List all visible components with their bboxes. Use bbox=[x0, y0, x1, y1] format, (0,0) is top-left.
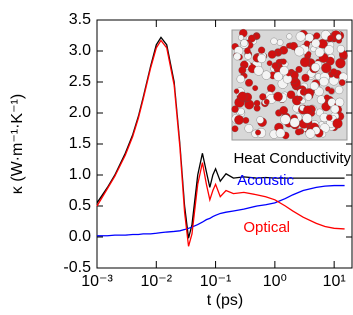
y-tick-label: 2.0 bbox=[69, 104, 91, 121]
inset-atom bbox=[254, 66, 263, 75]
y-tick-label: 3.5 bbox=[69, 11, 91, 28]
inset-atom bbox=[245, 124, 253, 132]
inset-atom bbox=[311, 63, 319, 71]
inset-atom bbox=[290, 118, 300, 128]
inset-atom bbox=[306, 51, 311, 56]
x-tick-label: 10⁰ bbox=[263, 273, 287, 290]
inset-atom bbox=[333, 119, 343, 129]
inset-atom bbox=[257, 116, 264, 123]
x-tick-label: 10⁻¹ bbox=[200, 273, 232, 290]
x-tick-label: 10⁻² bbox=[140, 273, 172, 290]
series-label: Acoustic bbox=[237, 172, 294, 189]
y-tick-label: 0.5 bbox=[69, 197, 91, 214]
inset-atom bbox=[303, 106, 312, 115]
inset-atom bbox=[321, 63, 331, 73]
inset-atom bbox=[297, 96, 302, 101]
inset-atom bbox=[277, 39, 283, 45]
inset-atom bbox=[241, 39, 248, 46]
inset-atom bbox=[259, 93, 266, 100]
y-axis-label: κ (W·m⁻¹·K⁻¹) bbox=[9, 94, 26, 194]
inset-atom bbox=[326, 115, 332, 121]
inset-atom bbox=[272, 62, 279, 69]
inset-atom bbox=[254, 100, 260, 106]
inset-atom bbox=[315, 48, 324, 57]
inset-atom bbox=[238, 92, 247, 101]
inset-atom bbox=[335, 58, 345, 68]
inset-atom bbox=[327, 35, 333, 41]
inset-atom bbox=[255, 130, 260, 135]
inset-atom bbox=[267, 84, 275, 92]
inset-atom bbox=[325, 86, 330, 91]
inset-atom bbox=[252, 85, 258, 91]
inset-atom bbox=[280, 115, 290, 125]
inset-atom bbox=[287, 91, 295, 99]
inset-image bbox=[232, 29, 348, 140]
inset-atom bbox=[330, 68, 337, 75]
inset-atom bbox=[276, 129, 285, 138]
inset-atom bbox=[287, 34, 293, 40]
x-axis-label: t (ps) bbox=[207, 292, 243, 309]
inset-atom bbox=[319, 77, 328, 86]
inset-atom bbox=[296, 32, 305, 41]
inset-atom bbox=[337, 45, 345, 53]
page: {"chart_data": { "type": "line", "xlabel… bbox=[0, 0, 353, 315]
inset-atom bbox=[234, 53, 241, 60]
inset-atom bbox=[245, 79, 253, 87]
y-tick-label: 1.5 bbox=[69, 135, 91, 152]
series-label: Heat Conductivity bbox=[233, 150, 351, 167]
inset-atom bbox=[295, 129, 302, 136]
inset-atom bbox=[271, 38, 278, 45]
inset-atom bbox=[331, 105, 339, 113]
series-label: Optical bbox=[243, 219, 290, 236]
inset-atom bbox=[234, 89, 239, 94]
y-tick-label: 1.0 bbox=[69, 166, 91, 183]
inset-atom bbox=[267, 60, 272, 65]
inset-atom bbox=[302, 114, 312, 124]
inset-atom bbox=[304, 41, 310, 47]
inset-atom bbox=[237, 75, 245, 83]
inset-atom bbox=[314, 32, 320, 38]
inset-atom bbox=[264, 99, 269, 104]
inset-atom bbox=[244, 48, 250, 54]
chart: t (ps) κ (W·m⁻¹·K⁻¹) -0.50.00.51.01.52.0… bbox=[0, 0, 353, 315]
y-tick-label: 3.0 bbox=[69, 42, 91, 59]
inset-atom bbox=[232, 106, 239, 113]
inset-atom bbox=[257, 54, 266, 63]
y-tick-label: 0.0 bbox=[69, 228, 91, 245]
inset-atom bbox=[238, 35, 243, 40]
inset-atom bbox=[302, 74, 310, 82]
inset-atom bbox=[258, 47, 265, 54]
inset-atom bbox=[300, 57, 310, 67]
inset-atom bbox=[339, 79, 345, 85]
inset-atom bbox=[295, 47, 304, 56]
inset-atom bbox=[239, 67, 246, 74]
inset-atom bbox=[281, 59, 287, 65]
inset-atom bbox=[305, 94, 312, 101]
y-tick-label: 2.5 bbox=[69, 73, 91, 90]
inset-atom bbox=[234, 115, 243, 124]
inset-atom bbox=[280, 106, 288, 114]
inset-atom bbox=[254, 33, 260, 39]
x-tick-label: 10⁻³ bbox=[81, 273, 113, 290]
inset-atom bbox=[324, 95, 330, 101]
inset-atom bbox=[232, 126, 238, 132]
inset-atom bbox=[280, 66, 289, 75]
inset-atom bbox=[312, 39, 320, 47]
inset-atom bbox=[336, 34, 342, 40]
x-tick-label: 10¹ bbox=[323, 273, 346, 290]
series-line bbox=[97, 186, 345, 236]
inset-atom bbox=[335, 86, 343, 94]
inset-atom bbox=[268, 50, 276, 58]
inset-atom bbox=[310, 82, 318, 90]
inset-atom bbox=[273, 92, 282, 101]
inset-atom bbox=[306, 129, 315, 138]
inset-atom bbox=[325, 45, 334, 54]
